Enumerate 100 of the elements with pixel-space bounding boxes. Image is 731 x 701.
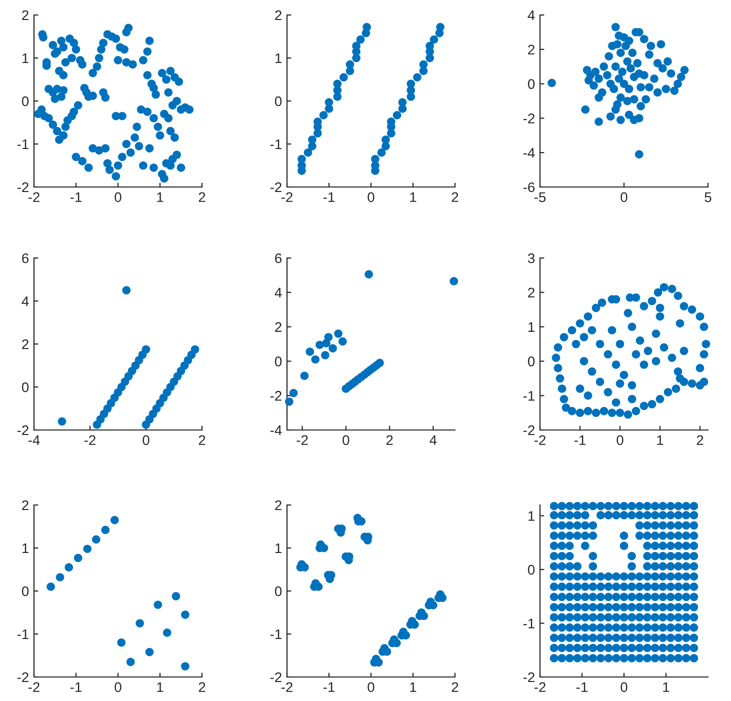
point	[674, 582, 683, 591]
point	[58, 417, 66, 426]
point	[658, 531, 668, 540]
point	[573, 602, 582, 612]
y-tick-label: 4	[274, 288, 282, 298]
point	[558, 502, 566, 510]
y-tick-label: 2	[22, 10, 28, 20]
point	[690, 623, 698, 632]
point	[580, 602, 590, 612]
point	[558, 654, 566, 662]
point	[580, 521, 590, 530]
x-tick-label: -1	[323, 682, 334, 692]
point	[604, 511, 613, 520]
point	[558, 602, 566, 612]
y-tick-label: 2	[22, 500, 28, 510]
y-tick-label: 0	[22, 586, 29, 596]
point	[308, 136, 316, 144]
point	[643, 511, 652, 520]
point	[620, 531, 628, 540]
x-tick-label: 0	[620, 682, 628, 692]
point	[643, 634, 652, 642]
y-tick-label: -1	[17, 629, 28, 640]
point	[682, 531, 690, 540]
point	[658, 602, 668, 612]
point	[558, 623, 566, 632]
point	[658, 562, 668, 570]
point	[658, 552, 668, 560]
point	[558, 613, 566, 622]
point	[620, 502, 628, 510]
point	[650, 502, 660, 510]
point	[643, 654, 652, 662]
y-tick-label: -2	[523, 425, 534, 436]
point	[565, 511, 574, 520]
point	[674, 531, 683, 540]
y-tick-label: 6	[275, 253, 282, 264]
point	[682, 511, 690, 520]
point	[674, 572, 683, 581]
y-tick-label: 0	[274, 96, 282, 106]
point	[558, 531, 566, 540]
point	[650, 511, 660, 520]
y-tick-label: -2	[17, 182, 28, 192]
point	[674, 592, 683, 602]
point	[92, 535, 100, 544]
point	[666, 613, 675, 622]
point	[650, 521, 660, 530]
point	[74, 554, 82, 562]
point	[682, 644, 690, 652]
x-tick-label: 2	[452, 192, 458, 202]
point	[690, 531, 698, 540]
point	[558, 521, 566, 530]
point	[628, 634, 636, 642]
x-tick-label: 0	[620, 192, 628, 202]
y-tick-label: 1	[528, 322, 534, 332]
point	[658, 613, 668, 622]
point	[612, 623, 620, 632]
point	[558, 644, 566, 652]
point	[612, 602, 620, 612]
point	[674, 644, 683, 652]
point	[650, 592, 660, 602]
x-tick-label: 0	[114, 682, 122, 692]
point	[398, 98, 407, 106]
point	[580, 644, 590, 652]
point	[628, 502, 636, 510]
point	[321, 351, 330, 360]
point	[635, 654, 644, 662]
point	[682, 634, 690, 642]
point	[126, 658, 135, 666]
point	[690, 613, 698, 622]
point	[658, 634, 668, 642]
point	[620, 572, 628, 581]
x-tick-label: 1	[663, 682, 670, 692]
point	[658, 582, 668, 591]
point	[620, 602, 628, 612]
point	[580, 531, 590, 540]
x-tick-label: 2	[696, 435, 704, 445]
y-tick-label: -4	[270, 425, 282, 436]
point	[573, 511, 582, 520]
point	[573, 531, 582, 540]
point	[690, 502, 698, 510]
point	[550, 542, 558, 550]
point	[588, 562, 598, 570]
point	[620, 582, 628, 591]
point	[550, 521, 558, 530]
y-tick-label: 0	[22, 382, 29, 392]
x-tick-label: 2	[452, 682, 458, 692]
point	[650, 634, 660, 642]
point	[666, 562, 675, 570]
point	[682, 654, 690, 662]
point	[635, 502, 644, 510]
point	[674, 502, 683, 510]
point	[588, 582, 598, 591]
point	[643, 521, 652, 530]
point	[666, 644, 675, 652]
x-tick-label: 2	[198, 435, 206, 445]
point	[674, 562, 683, 570]
point	[635, 511, 644, 520]
y-tick-label: -2	[523, 114, 534, 124]
point	[565, 654, 574, 662]
point	[580, 572, 590, 581]
point	[588, 531, 598, 540]
